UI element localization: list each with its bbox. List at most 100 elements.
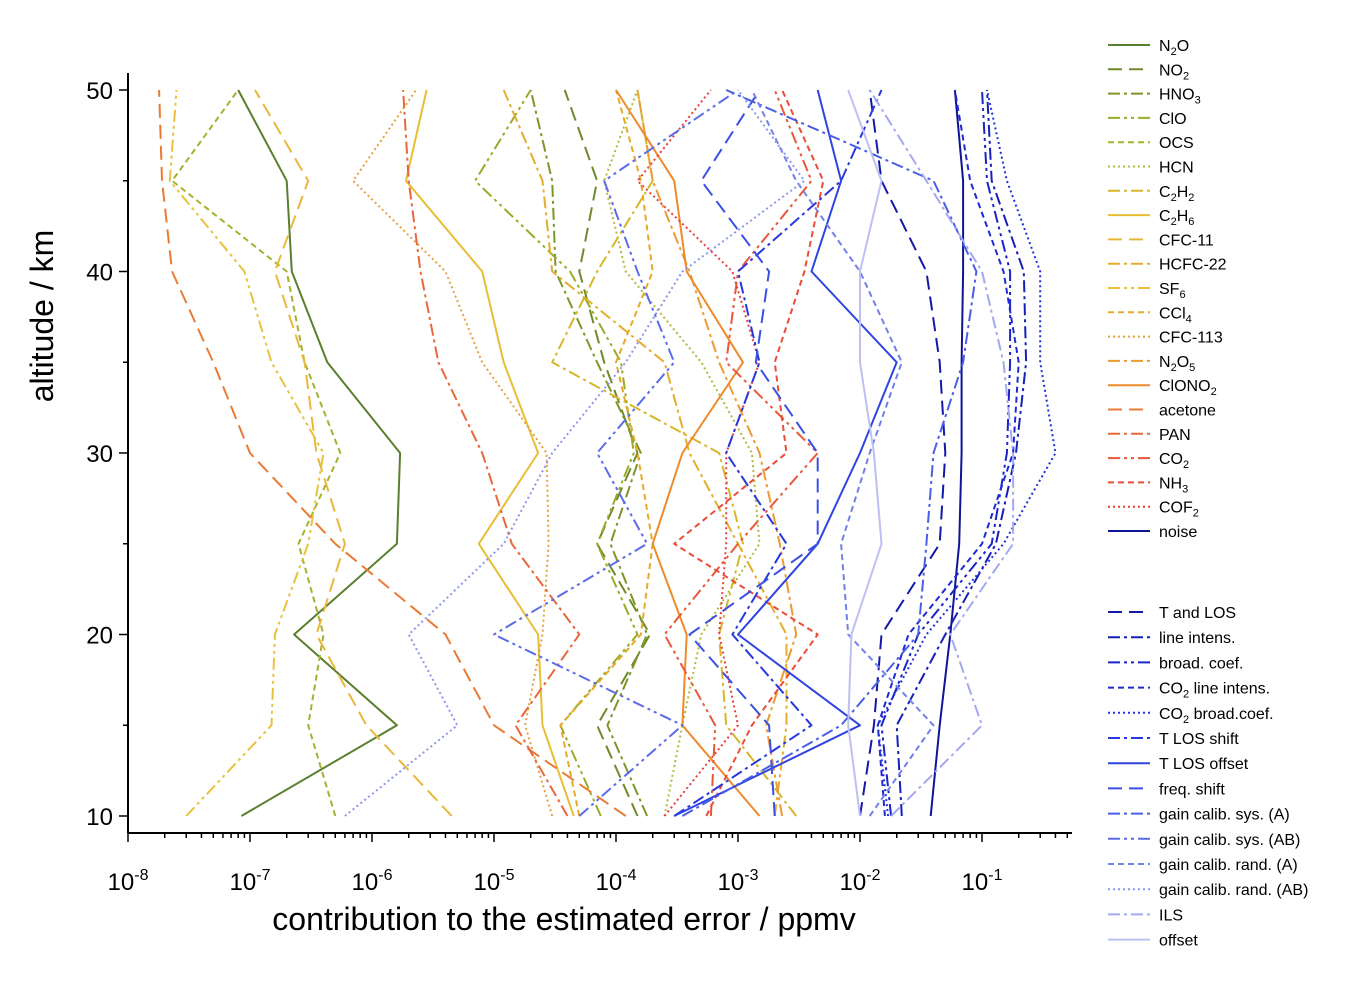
- series-line-ocs: [171, 89, 342, 817]
- y-tick-label: 10: [86, 804, 113, 831]
- legend-item-n2o5: N2O5: [1108, 354, 1195, 374]
- series-lines: [158, 89, 1057, 817]
- x-tick-label: 10-4: [596, 867, 637, 896]
- series-line-ccl4: [559, 89, 654, 817]
- legend-label: gain calib. rand. (A): [1159, 857, 1298, 874]
- series-line-nh3: [673, 89, 825, 817]
- legend-item-acetone: acetone: [1108, 403, 1216, 420]
- legend-label: CCl4: [1159, 305, 1192, 325]
- series-line-no2: [563, 89, 651, 817]
- legend-label: T LOS shift: [1159, 731, 1239, 748]
- legend-item-hcn: HCN: [1108, 160, 1194, 177]
- legend-item-gain-calib-sys-ab-: gain calib. sys. (AB): [1108, 832, 1300, 849]
- x-axis-title: contribution to the estimated error / pp…: [272, 901, 855, 937]
- series-line-acetone: [158, 89, 627, 817]
- series-line-gain-calib-sys-ab-: [493, 89, 739, 817]
- y-tick-label: 30: [86, 441, 113, 468]
- legend-item-t-los-offset: T LOS offset: [1108, 756, 1249, 773]
- series-line-gain-calib-rand-a-: [751, 89, 935, 817]
- x-tick-label: 10-8: [108, 867, 149, 896]
- series-line-hcfc-22: [502, 89, 788, 817]
- series-line-co2-broad-coef-: [876, 89, 1057, 817]
- legend-item-gain-calib-rand-a-: gain calib. rand. (A): [1108, 857, 1298, 874]
- legend-item-ccl4: CCl4: [1108, 305, 1192, 325]
- legend-label: T LOS offset: [1159, 756, 1249, 773]
- series-line-offset: [847, 89, 883, 817]
- legend-label: gain calib. sys. (AB): [1159, 832, 1300, 849]
- legend-item-broad-coef-: broad. coef.: [1108, 655, 1244, 672]
- legend-item-co2: CO2: [1108, 451, 1189, 471]
- series-line-ils: [868, 89, 1015, 817]
- legend-label: CO2 line intens.: [1159, 681, 1270, 701]
- legend-item-c2h2: C2H2: [1108, 184, 1194, 204]
- legend-item-c2h6: C2H6: [1108, 208, 1194, 228]
- legend-item-ocs: OCS: [1108, 135, 1194, 152]
- series-line-freq-shift: [688, 89, 819, 817]
- x-tick-label: 10-1: [962, 867, 1003, 896]
- legend-label: C2H2: [1159, 184, 1194, 204]
- series-line-line-intens-: [895, 89, 1028, 817]
- series-line-n2o5: [636, 89, 798, 817]
- legend-item-freq-shift: freq. shift: [1108, 781, 1225, 798]
- series-line-sf6: [168, 89, 325, 817]
- legend-label: N2O5: [1159, 354, 1195, 374]
- legend-label: CO2: [1159, 451, 1189, 471]
- legend-label: HCN: [1159, 160, 1194, 177]
- x-tick-label: 10-3: [718, 867, 759, 896]
- legend-label: gain calib. sys. (A): [1159, 807, 1290, 824]
- legend: N2O NO2 HNO3 ClO OCS HCN C2H2 C2H6 CFC-11 HCFC-22…: [1108, 38, 1308, 950]
- x-tick-labels: 10-8 10-7 10-6 10-5 10-4 10-3 10-2 10-1: [108, 867, 1003, 896]
- y-axis-title: altitude / km: [24, 230, 60, 403]
- legend-label: gain calib. rand. (AB): [1159, 882, 1308, 899]
- legend-item-pan: PAN: [1108, 427, 1191, 444]
- legend-item-offset: offset: [1108, 933, 1198, 950]
- legend-item-noise: noise: [1108, 524, 1197, 541]
- legend-label: NO2: [1159, 62, 1189, 82]
- series-line-clo: [474, 89, 639, 817]
- x-tick-label: 10-6: [352, 867, 393, 896]
- series-line-pan: [402, 89, 581, 817]
- series-line-c2h6: [405, 89, 575, 817]
- series-line-noise: [929, 89, 965, 817]
- series-line-cof2: [636, 89, 761, 817]
- series-line-cfc-113: [352, 89, 554, 817]
- legend-label: acetone: [1159, 403, 1216, 420]
- x-tick-label: 10-5: [474, 867, 515, 896]
- legend-item-n2o: N2O: [1108, 38, 1189, 58]
- legend-label: T and LOS: [1159, 605, 1236, 622]
- series-line-gain-calib-sys-a-: [681, 89, 978, 817]
- legend-item-ils: ILS: [1108, 907, 1183, 924]
- y-tick-label: 40: [86, 260, 113, 287]
- legend-label: freq. shift: [1159, 781, 1225, 798]
- axes: [119, 73, 1072, 842]
- legend-item-gain-calib-sys-a-: gain calib. sys. (A): [1108, 807, 1290, 824]
- series-line-t-los-shift: [673, 89, 883, 817]
- legend-label: CFC-11: [1159, 232, 1214, 249]
- legend-item-cof2: COF2: [1108, 500, 1199, 520]
- x-tick-label: 10-7: [230, 867, 271, 896]
- legend-item-hcfc-22: HCFC-22: [1108, 257, 1227, 274]
- legend-item-gain-calib-rand-ab-: gain calib. rand. (AB): [1108, 882, 1308, 899]
- legend-item-clono2: ClONO2: [1108, 378, 1217, 398]
- legend-label: COF2: [1159, 500, 1199, 520]
- series-line-clono2: [615, 89, 761, 817]
- legend-label: offset: [1159, 933, 1198, 950]
- series-line-co2: [663, 89, 819, 817]
- legend-label: ClONO2: [1159, 378, 1217, 398]
- series-line-t-los-offset: [673, 89, 898, 817]
- legend-item-cfc-11: CFC-11: [1108, 232, 1214, 249]
- legend-item-nh3: NH3: [1108, 475, 1188, 495]
- legend-label: CO2 broad.coef.: [1159, 706, 1274, 726]
- legend-label: broad. coef.: [1159, 655, 1244, 672]
- legend-label: HNO3: [1159, 87, 1201, 107]
- series-line-hno3: [529, 89, 649, 817]
- legend-label: ILS: [1159, 907, 1183, 924]
- y-tick-label: 20: [86, 623, 113, 650]
- legend-item-hno3: HNO3: [1108, 87, 1201, 107]
- series-line-co2-line-intens-: [876, 89, 1020, 817]
- legend-label: ClO: [1159, 111, 1187, 128]
- legend-label: OCS: [1159, 135, 1194, 152]
- series-line-t-and-los: [859, 89, 947, 817]
- legend-label: N2O: [1159, 38, 1189, 58]
